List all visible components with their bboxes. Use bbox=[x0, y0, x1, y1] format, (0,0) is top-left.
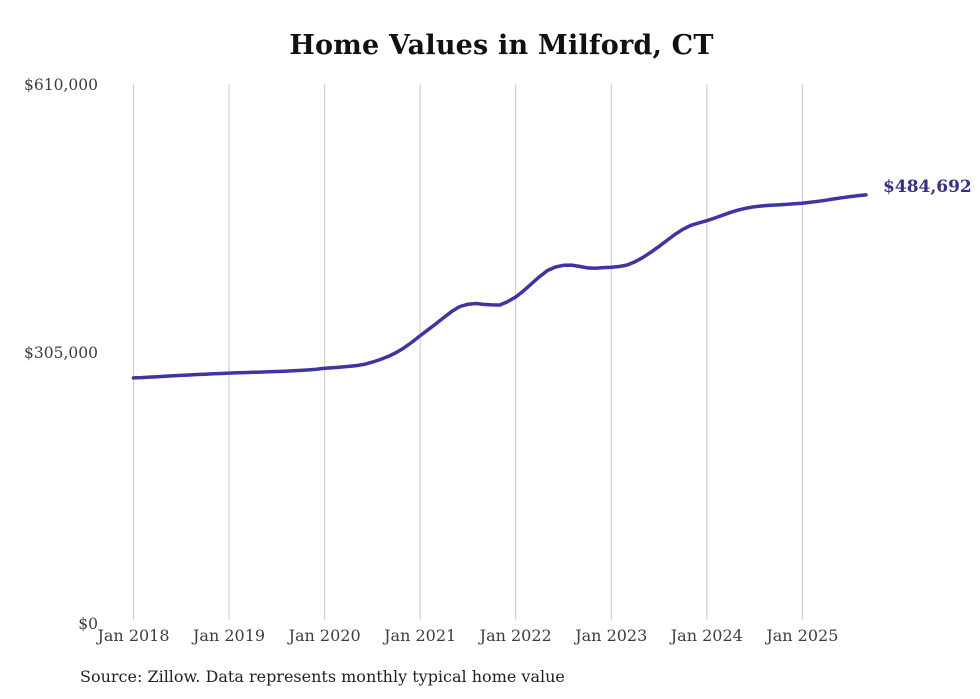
x-tick-label: Jan 2022 bbox=[479, 626, 552, 645]
x-tick-label: Jan 2024 bbox=[670, 626, 743, 645]
value-line bbox=[131, 193, 868, 380]
y-tick-label: $0 bbox=[78, 615, 98, 633]
current-value-label: $484,692 bbox=[883, 176, 972, 197]
x-tick-label: Jan 2025 bbox=[766, 626, 839, 645]
chart-title: Home Values in Milford, CT bbox=[289, 30, 714, 61]
x-tick-label: Jan 2018 bbox=[97, 626, 170, 645]
y-tick-label: $610,000 bbox=[24, 76, 98, 94]
x-tick-label: Jan 2019 bbox=[193, 626, 266, 645]
x-tick-label: Jan 2021 bbox=[384, 626, 457, 645]
x-tick-label: Jan 2020 bbox=[288, 626, 361, 645]
x-tick-label: Jan 2023 bbox=[575, 626, 648, 645]
source-note: Source: Zillow. Data represents monthly … bbox=[80, 667, 565, 686]
gridline-group bbox=[133, 84, 803, 620]
y-tick-label: $305,000 bbox=[24, 343, 98, 362]
